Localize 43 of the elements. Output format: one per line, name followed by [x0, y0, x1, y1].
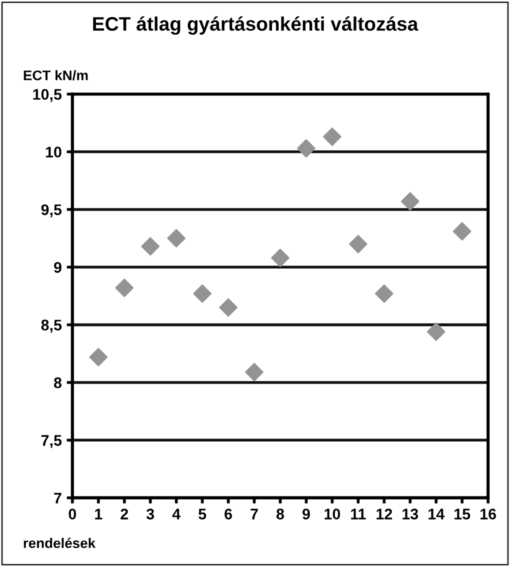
- chart-title: ECT átlag gyártásonkénti változása: [93, 16, 418, 35]
- x-tick-label: 10: [324, 508, 340, 520]
- y-tick-label: 9,5: [41, 204, 62, 218]
- x-tick-label: 2: [120, 508, 128, 520]
- y-tick-label: 10: [46, 146, 62, 158]
- point: [167, 229, 186, 248]
- x-tick-label: 5: [198, 508, 206, 520]
- point: [219, 298, 238, 317]
- point: [115, 278, 134, 298]
- x-tick-label: 15: [454, 508, 470, 520]
- y-tick-label: 10,5: [33, 88, 62, 102]
- x-tick-label: 13: [402, 508, 418, 520]
- point: [141, 237, 160, 256]
- point: [374, 284, 394, 303]
- x-tick-label: 7: [250, 508, 258, 520]
- point: [323, 128, 342, 146]
- x-axis-title: rendelések: [24, 538, 96, 548]
- point: [452, 222, 472, 241]
- x-tick-label: 0: [68, 508, 76, 520]
- point: [348, 234, 368, 254]
- y-tick-label: 8,5: [41, 320, 62, 333]
- point: [271, 248, 290, 268]
- y-tick-label: 7,5: [41, 435, 62, 448]
- x-tick-label: 11: [351, 508, 366, 520]
- x-tick-label: 1: [95, 508, 102, 520]
- point: [400, 192, 420, 211]
- x-tick-label: 9: [302, 508, 310, 520]
- point: [89, 348, 108, 366]
- x-tick-label: 12: [376, 508, 392, 520]
- y-tick-label: 8: [54, 377, 62, 388]
- point: [245, 362, 264, 382]
- y-axis-title: ECT kN/m: [24, 70, 88, 80]
- x-tick-label: 14: [428, 508, 445, 520]
- x-tick-label: 4: [172, 508, 180, 520]
- point: [193, 284, 212, 303]
- y-tick-label: 7: [54, 492, 62, 504]
- x-tick-label: 6: [224, 508, 232, 520]
- y-tick-label: 9: [54, 262, 62, 273]
- x-tick-label: 8: [276, 508, 284, 520]
- point: [426, 322, 446, 341]
- point: [297, 139, 316, 158]
- x-tick-label: 3: [146, 508, 154, 520]
- x-tick-label: 16: [480, 508, 496, 520]
